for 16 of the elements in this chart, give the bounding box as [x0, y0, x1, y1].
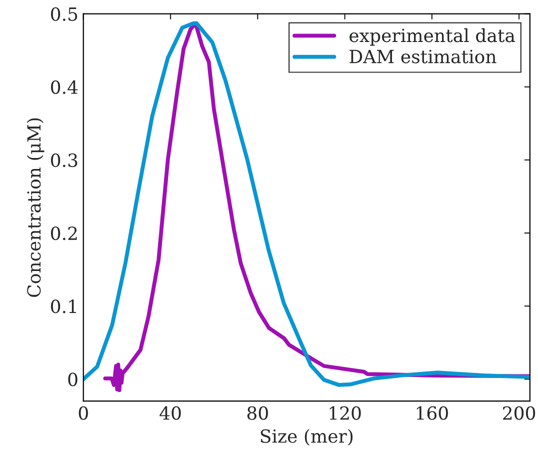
legend-label: DAM estimation: [350, 50, 496, 64]
legend-label: experimental data: [350, 28, 515, 46]
y-tick-label: 0.5: [51, 7, 78, 21]
y-tick-label: 0.2: [51, 226, 77, 240]
x-tick-label: 200: [503, 406, 536, 420]
x-tick-label: 160: [416, 406, 448, 420]
y-tick-label: 0.1: [51, 300, 76, 314]
y-tick-label: 0.4: [51, 80, 78, 94]
y-tick-label: 0: [68, 372, 78, 386]
y-axis-title: Concentration (μM): [26, 118, 44, 297]
x-tick-label: 80: [247, 406, 268, 420]
x-tick-label: 40: [160, 406, 181, 420]
x-tick-label: 120: [330, 406, 361, 420]
x-axis-title: Size (mer): [260, 428, 353, 446]
x-tick-label: 0: [78, 406, 88, 420]
y-tick-label: 0.3: [51, 153, 78, 168]
